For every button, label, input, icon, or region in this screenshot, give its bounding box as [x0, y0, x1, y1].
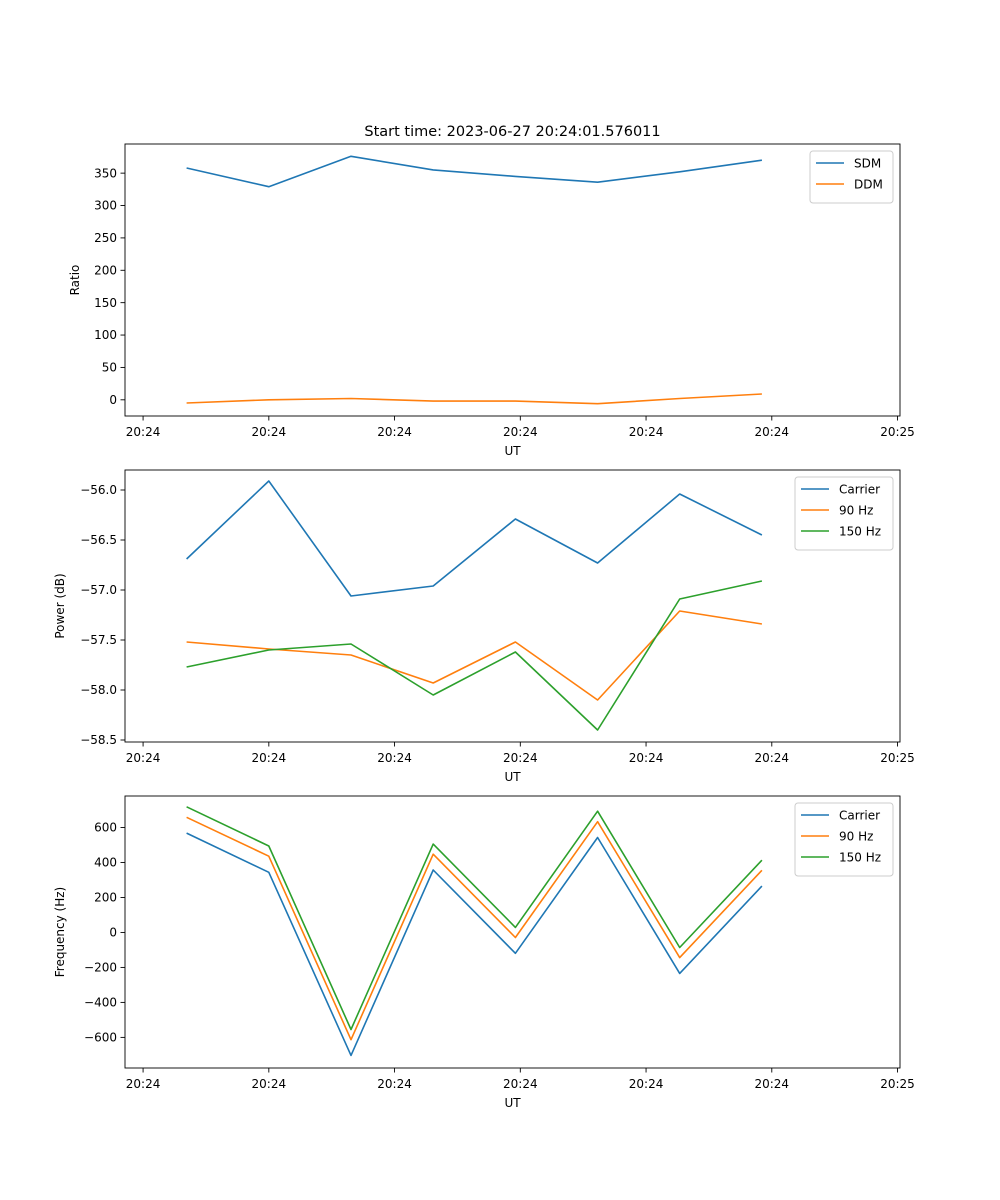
x-tick-label: 20:24	[754, 1077, 789, 1091]
legend-label: 150 Hz	[839, 524, 881, 538]
legend-label: 150 Hz	[839, 850, 881, 864]
axes-frame	[124, 795, 901, 1069]
x-tick-label: 20:25	[880, 751, 915, 765]
x-tick-label: 20:24	[126, 751, 161, 765]
legend-box	[809, 150, 894, 204]
y-tick-label: 200	[94, 891, 117, 905]
y-tick-label: 0	[109, 393, 117, 407]
series-line-carrier	[186, 832, 763, 1057]
figure-title: Start time: 2023-06-27 20:24:01.576011	[364, 124, 660, 140]
x-tick-label: 20:24	[503, 425, 538, 439]
x-tick-label: 20:24	[629, 1077, 664, 1091]
legend-label: Carrier	[839, 482, 880, 496]
y-tick-label: −400	[84, 996, 117, 1010]
x-tick-label: 20:24	[503, 751, 538, 765]
x-tick-label: 20:24	[503, 1077, 538, 1091]
x-tick-label: 20:25	[880, 1077, 915, 1091]
axes-frame	[124, 469, 901, 743]
y-axis-label: Frequency (Hz)	[53, 887, 67, 978]
y-tick-label: 200	[94, 263, 117, 277]
y-tick-label: 0	[109, 926, 117, 940]
x-tick-label: 20:24	[126, 1077, 161, 1091]
x-tick-label: 20:24	[377, 751, 412, 765]
y-tick-label: −56.5	[80, 533, 117, 547]
legend-label: DDM	[854, 177, 883, 191]
x-tick-label: 20:24	[629, 425, 664, 439]
x-tick-label: 20:24	[126, 425, 161, 439]
x-tick-label: 20:24	[377, 1077, 412, 1091]
y-tick-label: 250	[94, 231, 117, 245]
series-line-sdm	[186, 155, 763, 188]
y-tick-label: −57.0	[80, 583, 117, 597]
y-tick-label: −600	[84, 1031, 117, 1045]
y-tick-label: −56.0	[80, 483, 117, 497]
x-tick-label: 20:24	[252, 751, 287, 765]
x-axis-label: UT	[504, 444, 521, 458]
subplot-1: 20:24 20:24 20:24 20:24 20:24 20:24 20:25 0 50 10…	[68, 143, 915, 458]
y-tick-label: 600	[94, 821, 117, 835]
subplot-3: 20:24 20:24 20:24 20:24 20:24 20:24 20:25 −600 −…	[53, 795, 915, 1110]
series-line-ddm	[186, 393, 762, 405]
y-tick-label: 400	[94, 856, 117, 870]
y-tick-label: 50	[102, 361, 117, 375]
y-axis-label: Power (dB)	[53, 573, 67, 638]
x-axis-label: UT	[504, 1096, 521, 1110]
legend: Carrier 90 Hz 150 Hz	[794, 802, 894, 877]
x-axis-label: UT	[504, 770, 521, 784]
series-line-150-hz	[186, 580, 763, 731]
legend-label: 90 Hz	[839, 829, 873, 843]
y-axis-label: Ratio	[68, 265, 82, 296]
legend-label: 90 Hz	[839, 503, 873, 517]
y-tick-label: −57.5	[80, 633, 117, 647]
x-tick-label: 20:24	[252, 1077, 287, 1091]
y-tick-label: 100	[94, 328, 117, 342]
series-line-carrier	[186, 480, 763, 597]
y-tick-label: 350	[94, 166, 117, 180]
subplot-2: 20:24 20:24 20:24 20:24 20:24 20:24 20:25 −58.5…	[53, 469, 915, 784]
legend: SDM DDM	[809, 150, 894, 204]
series-line-90-hz	[186, 816, 763, 1041]
x-tick-label: 20:24	[629, 751, 664, 765]
x-tick-label: 20:25	[880, 425, 915, 439]
x-tick-label: 20:24	[754, 751, 789, 765]
series-line-150-hz	[186, 806, 763, 1031]
y-tick-label: 150	[94, 296, 117, 310]
legend: Carrier 90 Hz 150 Hz	[794, 476, 894, 551]
y-tick-label: −58.0	[80, 683, 117, 697]
y-tick-label: −200	[84, 961, 117, 975]
y-tick-label: −58.5	[80, 733, 117, 747]
legend-label: Carrier	[839, 808, 880, 822]
axes-frame	[124, 143, 901, 417]
x-tick-label: 20:24	[252, 425, 287, 439]
y-tick-label: 300	[94, 199, 117, 213]
x-tick-label: 20:24	[377, 425, 412, 439]
legend-label: SDM	[854, 156, 881, 170]
series-line-90-hz	[186, 610, 763, 701]
subplots: 20:24 20:24 20:24 20:24 20:24 20:24 20:25 0 50 10…	[53, 143, 915, 1110]
x-tick-label: 20:24	[754, 425, 789, 439]
